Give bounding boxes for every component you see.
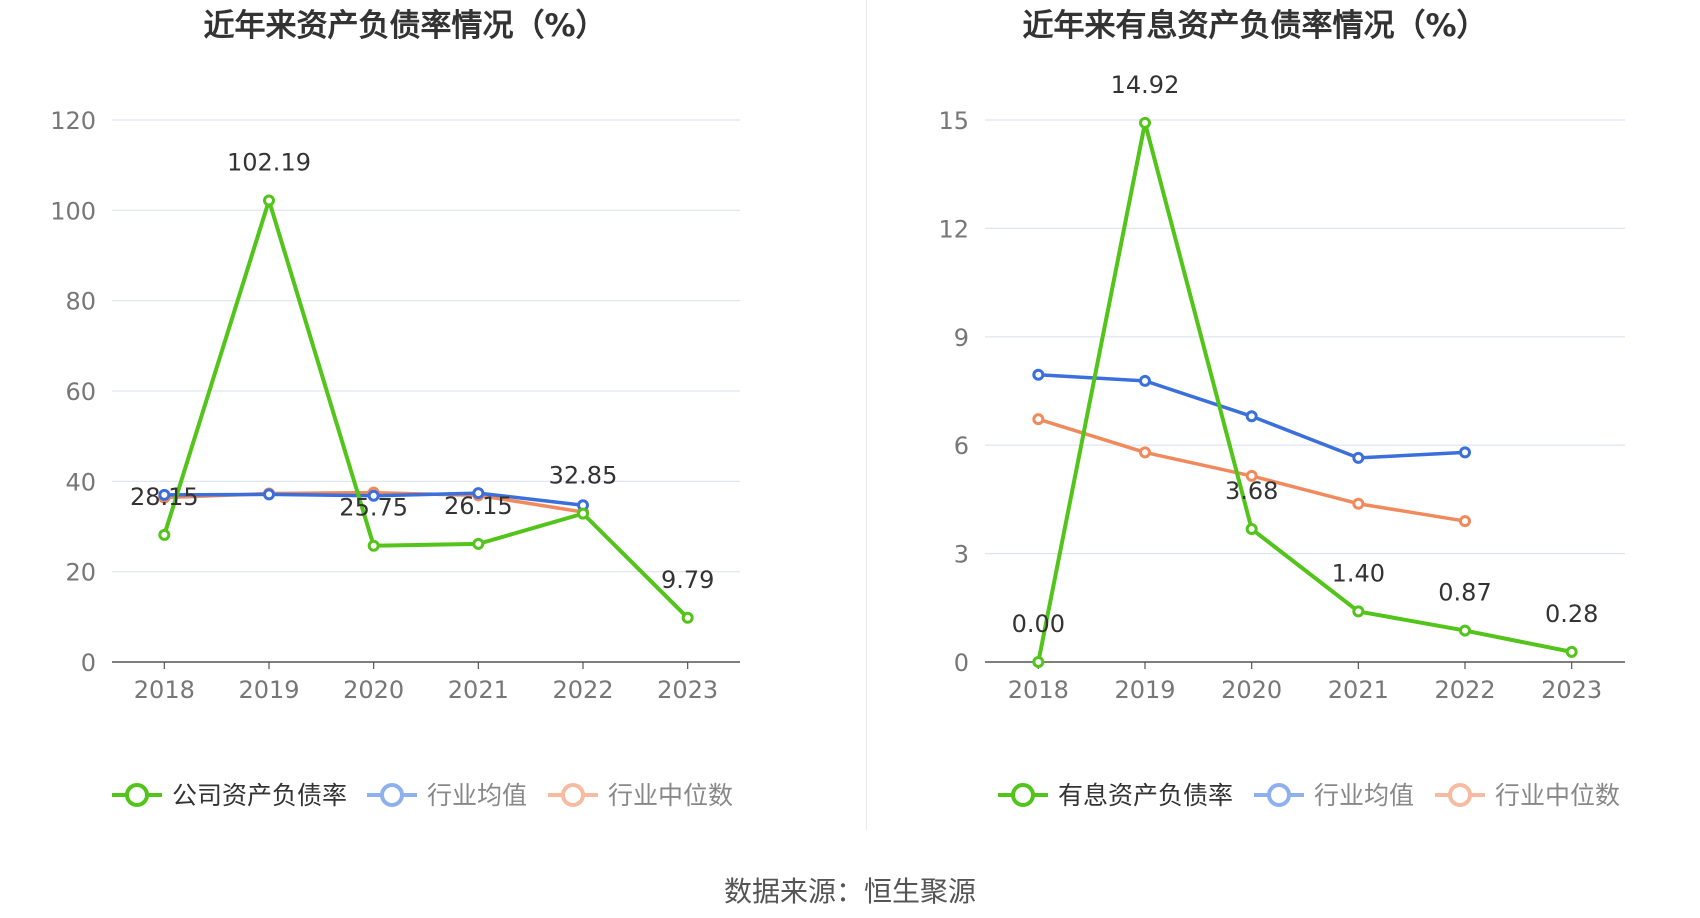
data-point: [1459, 515, 1471, 528]
legend-label: 行业均值: [427, 781, 527, 810]
legend-item-industry_avg: 行业均值: [1254, 781, 1414, 810]
data-label: 0.87: [1438, 579, 1491, 607]
legend-item-company: 公司资产负债率: [112, 781, 347, 810]
data-point: [1032, 656, 1045, 668]
data-label: 14.92: [1111, 71, 1180, 99]
legend-swatch-marker: [380, 783, 404, 807]
data-label: 26.15: [444, 492, 513, 520]
legend-label: 有息资产负债率: [1058, 781, 1233, 810]
legend-swatch-marker: [1448, 783, 1472, 807]
data-point: [1459, 624, 1471, 637]
legend-item-industry_median: 行业中位数: [1435, 781, 1620, 810]
chart-title: 近年来资产负债率情况（%）: [203, 8, 606, 44]
x-tick-label: 2019: [238, 676, 299, 704]
data-source-note: 数据来源：恒生聚源: [723, 875, 976, 908]
legend-label: 行业均值: [1314, 781, 1414, 810]
series-company: 28.15 102.19 25.75 26.15 32.85 9.79: [130, 148, 714, 624]
data-label: 1.40: [1332, 559, 1385, 587]
y-tick-label: 80: [65, 288, 96, 316]
data-point: [681, 611, 694, 624]
y-tick-label: 3: [954, 541, 969, 569]
data-point: [1245, 469, 1258, 482]
x-tick-label: 2022: [552, 676, 613, 704]
data-point: [158, 528, 171, 541]
data-label: 3.68: [1225, 477, 1278, 505]
x-tick-label: 2020: [1221, 676, 1282, 704]
data-point: [1352, 605, 1365, 618]
x-tick-label: 2023: [657, 676, 718, 704]
legend-label: 行业中位数: [608, 781, 733, 810]
chart-debt-ratio: 近年来资产负债率情况（%） 0 20 40 60 80 100 120 2018 2019 202…: [50, 8, 740, 810]
data-point: [1245, 410, 1258, 423]
legend-swatch-marker: [1267, 783, 1291, 807]
data-point: [367, 489, 380, 502]
data-point: [1352, 451, 1365, 464]
x-tick-label: 2021: [1328, 676, 1389, 704]
y-tick-label: 20: [65, 559, 96, 587]
data-point: [472, 537, 485, 550]
legend-item-company: 有息资产负债率: [998, 781, 1233, 810]
chart-interest-bearing-debt-ratio: 近年来有息资产负债率情况（%） 0 3 6 9 12 15 2018 2019 2020 2021…: [938, 8, 1625, 810]
data-point: [158, 488, 171, 501]
y-tick-label: 6: [954, 432, 969, 460]
data-label: 0.28: [1545, 600, 1598, 628]
x-tick-label: 2021: [448, 676, 509, 704]
x-tick-label: 2019: [1114, 676, 1175, 704]
chart-divider: [866, 0, 867, 830]
x-tick-label: 2018: [1008, 676, 1069, 704]
series-company: 0.00 14.92 3.68 1.40 0.87 0.28: [1012, 71, 1598, 668]
series-industry_avg: [1032, 368, 1471, 464]
data-label: 25.75: [339, 494, 408, 522]
y-tick-label: 120: [50, 107, 96, 135]
y-tick-label: 60: [65, 378, 96, 406]
legend-label: 行业中位数: [1495, 781, 1620, 810]
data-label: 28.15: [130, 483, 199, 511]
x-tick-label: 2023: [1541, 676, 1602, 704]
data-point: [1032, 413, 1045, 426]
data-point: [1565, 645, 1578, 658]
data-point: [1139, 116, 1151, 129]
y-tick-label: 0: [954, 649, 969, 677]
y-tick-label: 15: [938, 107, 969, 135]
x-tick-label: 2018: [134, 676, 195, 704]
legend-item-industry_avg: 行业均值: [367, 781, 527, 810]
legend-swatch-marker: [1011, 783, 1035, 807]
data-point: [263, 488, 275, 501]
y-tick-label: 100: [50, 197, 96, 225]
data-label: 0.00: [1012, 610, 1065, 638]
data-point: [1352, 497, 1365, 510]
data-point: [1032, 368, 1045, 381]
y-tick-label: 40: [65, 468, 96, 496]
data-label: 102.19: [227, 148, 311, 176]
x-tick-label: 2020: [343, 676, 404, 704]
data-point: [263, 194, 275, 207]
data-label: 9.79: [661, 566, 714, 594]
data-point: [1245, 523, 1258, 536]
data-point: [367, 539, 380, 552]
data-point: [1139, 446, 1151, 459]
x-tick-label: 2022: [1434, 676, 1495, 704]
legend-item-industry_median: 行业中位数: [548, 781, 733, 810]
series-line: [162, 198, 690, 620]
data-point: [1139, 374, 1151, 387]
data-point: [472, 487, 485, 500]
chart-title: 近年来有息资产负债率情况（%）: [1022, 8, 1487, 44]
legend-swatch-marker: [125, 783, 149, 807]
y-tick-label: 0: [81, 649, 96, 677]
y-tick-label: 12: [938, 215, 969, 243]
y-tick-label: 9: [954, 324, 969, 352]
series-line: [1036, 120, 1573, 663]
legend-swatch-marker: [561, 783, 585, 807]
data-label: 32.85: [549, 462, 618, 490]
legend-label: 公司资产负债率: [172, 781, 347, 810]
series-industry_median: [1032, 413, 1471, 528]
data-point: [577, 507, 589, 520]
data-point: [1459, 446, 1471, 459]
